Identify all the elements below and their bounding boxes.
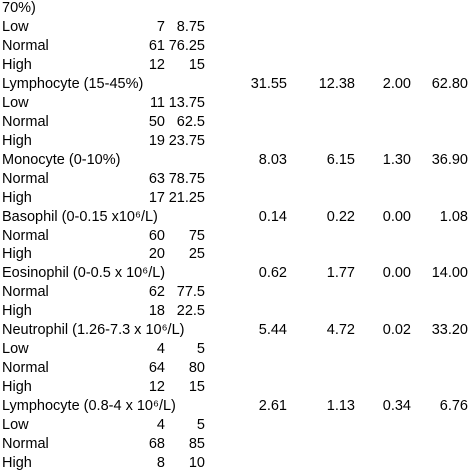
row-label: 70%) xyxy=(2,0,36,16)
row-label: Normal xyxy=(2,360,49,377)
cell-value: 0.34 xyxy=(382,398,411,415)
cell-value: 8 xyxy=(156,455,165,472)
row-label: Lymphocyte (0.8-4 x 10⁶/L) xyxy=(2,398,176,415)
row-label: Low xyxy=(2,18,29,35)
cell-value: 6.15 xyxy=(326,151,355,168)
cell-value: 80 xyxy=(188,360,205,377)
cell-value: 78.75 xyxy=(168,170,205,187)
cell-value: 60 xyxy=(148,227,165,244)
cell-value: 14.00 xyxy=(431,265,468,282)
cell-value: 10 xyxy=(188,455,205,472)
cell-value: 5 xyxy=(196,341,205,358)
cell-value: 0.22 xyxy=(326,208,355,225)
cell-value: 2.61 xyxy=(258,398,287,415)
row-label: Normal xyxy=(2,113,49,130)
cell-value: 63 xyxy=(148,170,165,187)
cell-value: 0.02 xyxy=(382,322,411,339)
cell-value: 18 xyxy=(148,303,165,320)
cell-value: 33.20 xyxy=(431,322,468,339)
cell-value: 68 xyxy=(148,436,165,453)
cell-value: 36.90 xyxy=(431,151,468,168)
row-label: Eosinophil (0-0.5 x 10⁶/L) xyxy=(2,265,166,282)
row-label: High xyxy=(2,246,32,263)
cell-value: 12.38 xyxy=(318,75,355,92)
cell-value: 7 xyxy=(156,18,165,35)
cell-value: 4 xyxy=(156,417,165,434)
row-label: Basophil (0-0.15 x10⁶/L) xyxy=(2,208,158,225)
cell-value: 50 xyxy=(148,113,165,130)
cell-value: 62.80 xyxy=(431,75,468,92)
cell-value: 12 xyxy=(148,379,165,396)
row-label: High xyxy=(2,56,32,73)
cell-value: 1.77 xyxy=(326,265,355,282)
row-label: High xyxy=(2,303,32,320)
cell-value: 62 xyxy=(148,284,165,301)
row-label: Normal xyxy=(2,37,49,54)
row-label: Normal xyxy=(2,436,49,453)
row-label: Low xyxy=(2,341,29,358)
cell-value: 8.75 xyxy=(176,18,205,35)
cell-value: 61 xyxy=(148,37,165,54)
cell-value: 4.72 xyxy=(326,322,355,339)
row-label: Lymphocyte (15-45%) xyxy=(2,75,144,92)
cell-value: 12 xyxy=(148,56,165,73)
cell-value: 8.03 xyxy=(258,151,287,168)
cell-value: 13.75 xyxy=(168,94,205,111)
cell-value: 1.08 xyxy=(439,208,468,225)
cell-value: 4 xyxy=(156,341,165,358)
row-label: Neutrophil (1.26-7.3 x 10⁶/L) xyxy=(2,322,185,339)
cell-value: 0.62 xyxy=(258,265,287,282)
cell-value: 31.55 xyxy=(250,75,287,92)
cell-value: 75 xyxy=(188,227,205,244)
cell-value: 25 xyxy=(188,246,205,263)
cell-value: 5.44 xyxy=(258,322,287,339)
cell-value: 17 xyxy=(148,189,165,206)
row-label: Low xyxy=(2,94,29,111)
cell-value: 15 xyxy=(188,379,205,396)
cell-value: 0.00 xyxy=(382,265,411,282)
row-label: High xyxy=(2,379,32,396)
row-label: Monocyte (0-10%) xyxy=(2,151,121,168)
cell-value: 20 xyxy=(148,246,165,263)
cell-value: 62.5 xyxy=(176,113,205,130)
cell-value: 0.00 xyxy=(382,208,411,225)
row-label: High xyxy=(2,189,32,206)
cell-value: 2.00 xyxy=(382,75,411,92)
row-label: Low xyxy=(2,417,29,434)
cell-value: 21.25 xyxy=(168,189,205,206)
row-label: High xyxy=(2,455,32,472)
cell-value: 15 xyxy=(188,56,205,73)
cell-value: 6.76 xyxy=(439,398,468,415)
cell-value: 85 xyxy=(188,436,205,453)
cell-value: 0.14 xyxy=(258,208,287,225)
cell-value: 5 xyxy=(196,417,205,434)
cell-value: 1.13 xyxy=(326,398,355,415)
cell-value: 11 xyxy=(149,94,165,111)
cell-value: 1.30 xyxy=(382,151,411,168)
row-label: Normal xyxy=(2,170,49,187)
row-label: Normal xyxy=(2,227,49,244)
cell-value: 22.5 xyxy=(176,303,205,320)
cell-value: 19 xyxy=(148,132,165,149)
cell-value: 23.75 xyxy=(168,132,205,149)
row-label: Normal xyxy=(2,284,49,301)
cell-value: 64 xyxy=(148,360,165,377)
row-label: High xyxy=(2,132,32,149)
cell-value: 77.5 xyxy=(176,284,205,301)
cell-value: 76.25 xyxy=(168,37,205,54)
